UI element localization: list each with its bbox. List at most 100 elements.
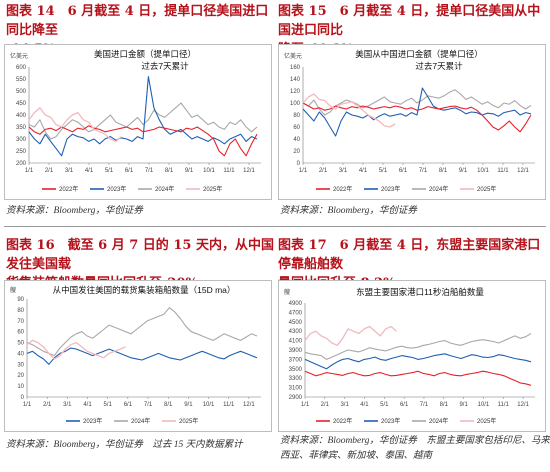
unit-label: 艘 [10,286,16,294]
x-tick-label-7-1: 7/1 [144,402,153,408]
unit-label: 艘 [284,288,290,296]
x-tick-label-6-1: 6/1 [124,402,133,408]
y-tick-label-2900: 2900 [289,395,303,401]
legend-label-2023-: 2023年 [381,417,400,425]
legend-label-2024-: 2024年 [429,185,448,193]
series-line-2025- [28,107,122,143]
series-line-2024- [302,89,532,116]
x-tick-label-6-1: 6/1 [125,168,134,174]
y-tick-label-3500: 3500 [289,367,303,373]
chart-asean-port-calls: 艘 4900 4700 4500 4300 4100 3900 3700 3500 3300 310… [284,287,535,425]
x-tick-label-5-1: 5/1 [105,168,114,174]
legend-label-2024-: 2024年 [131,417,150,425]
y-tick-label-60: 60 [293,125,300,131]
section-divider [4,226,546,227]
chart-title: 美国进口金额（提单口径） [94,49,196,59]
y-tick-label-600: 600 [16,65,27,71]
x-tick-label-8-1: 8/1 [439,168,448,174]
legend-label-2024-: 2024年 [155,185,174,193]
y-tick-label-80: 80 [17,308,24,314]
legend-label-2025-: 2025年 [477,185,496,193]
y-tick-label-70: 70 [17,319,24,325]
y-tick-label-4900: 4900 [289,301,303,307]
legend-label-2023-: 2023年 [107,185,126,193]
x-tick-label-8-1: 8/1 [440,402,449,408]
source-note-16: 资料来源：Bloomberg，华创证券 过去 15 天内数据累计 [6,440,243,450]
y-tick-label-4100: 4100 [289,339,303,345]
x-tick-label-3-1: 3/1 [340,402,349,408]
y-tick-label-3900: 3900 [289,348,303,354]
legend-label-2025-: 2025年 [477,417,496,425]
y-tick-label-60: 60 [17,330,24,336]
source-note-17-line1: 资料来源：Bloomberg，华创证券 东盟主要国家包括印尼、马来 [280,436,550,446]
figure-title-14-line1: 图表 14 6 月截至 4 日，提单口径美国进口同比降至 [6,4,269,38]
y-tick-label-10: 10 [17,384,24,390]
y-tick-label-3300: 3300 [289,376,303,382]
chart-panel-16: 艘 90 80 70 60 50 40 30 20 10 0 1/1 2/1 3/1 4/1 5/1 6/1 7/… [4,280,272,432]
y-tick-label-40: 40 [17,351,24,357]
y-tick-label-200: 200 [16,161,27,167]
x-tick-label-6-1: 6/1 [399,168,408,174]
series-line-2023- [304,353,532,370]
x-tick-label-2-1: 2/1 [321,402,330,408]
x-tick-label-11-1: 11/1 [498,402,510,408]
x-tick-label-5-1: 5/1 [104,402,113,408]
x-tick-label-7-1: 7/1 [420,402,429,408]
x-tick-label-10-1: 10/1 [203,402,215,408]
series-line-2024- [304,333,532,360]
chart-china-us-container-ships: 艘90 80 70 60 50 40 30 20 10 01/1 2/1 3/1 4/1 5/1 6/1 7/… [10,285,261,425]
y-tick-label-450: 450 [16,101,27,107]
y-tick-label-300: 300 [16,137,27,143]
legend-label-2022-: 2022年 [59,185,78,193]
chart-panel-17: 艘 4900 4700 4500 4300 4100 3900 3700 3500 3300 310… [278,280,546,432]
y-tick-label-550: 550 [16,77,27,83]
x-tick-label-7-1: 7/1 [145,168,154,174]
x-tick-label-12-1: 12/1 [517,402,529,408]
chart-panel-14: 亿美元 600 550 500 450 400 350 300 250 200 1/1 2/1 3/1 4… [4,44,272,200]
figure-title-17-line1: 图表 17 6 月截至 4 日，东盟主要国家港口停靠船舶数 [278,238,541,272]
y-tick-label-350: 350 [16,125,27,131]
y-tick-label-160: 160 [290,65,301,71]
x-tick-label-12-1: 12/1 [517,168,529,174]
x-tick-label-3-1: 3/1 [339,168,348,174]
x-tick-label-6-1: 6/1 [400,402,409,408]
legend-label-2025-: 2025年 [179,417,198,425]
x-tick-label-1-1: 1/1 [299,168,308,174]
y-tick-label-4500: 4500 [289,320,303,326]
y-tick-label-90: 90 [17,297,24,303]
y-tick-label-3100: 3100 [289,386,303,392]
y-tick-label-120: 120 [290,89,301,95]
x-tick-label-4-1: 4/1 [85,168,94,174]
x-tick-label-1-1: 1/1 [25,168,34,174]
x-tick-label-11-1: 11/1 [223,402,235,408]
x-tick-label-4-1: 4/1 [360,402,369,408]
y-tick-label-30: 30 [17,362,24,368]
series-line-2023- [302,87,532,137]
series-line-2025- [302,93,396,128]
chart-title: 东盟主要国家港口11秒泊船舶数量 [356,287,484,297]
chart-subtitle: 过去7天累计 [415,61,463,71]
y-tick-label-40: 40 [293,137,300,143]
chart-us-imports-from-china: 亿美元 160 140 120 100 80 60 40 20 01/1 2/1 3/1 4/1 5/1 6… [284,49,535,193]
y-tick-label-3700: 3700 [289,357,303,363]
source-note-17: 资料来源：Bloomberg，华创证券 东盟主要国家包括印尼、马来 西亚、菲律宾… [280,434,550,464]
x-tick-label-1-1: 1/1 [23,402,32,408]
x-tick-label-2-1: 2/1 [319,168,328,174]
series-line-2023- [28,76,258,157]
y-tick-label-500: 500 [16,89,27,95]
series-line-2022- [304,370,532,386]
x-tick-label-11-1: 11/1 [497,168,509,174]
series-line-2024- [26,307,258,357]
y-tick-label-0: 0 [297,161,301,167]
y-tick-label-400: 400 [16,113,27,119]
source-note-15: 资料来源：Bloomberg，华创证券 [280,206,417,216]
chart-subtitle: 过去7天累计 [141,61,189,71]
x-tick-label-9-1: 9/1 [185,168,194,174]
x-tick-label-12-1: 12/1 [243,402,255,408]
legend-label-2023-: 2023年 [83,417,102,425]
x-tick-label-3-1: 3/1 [65,168,74,174]
x-tick-label-10-1: 10/1 [203,168,215,174]
y-tick-label-100: 100 [290,101,301,107]
y-tick-label-20: 20 [17,373,24,379]
